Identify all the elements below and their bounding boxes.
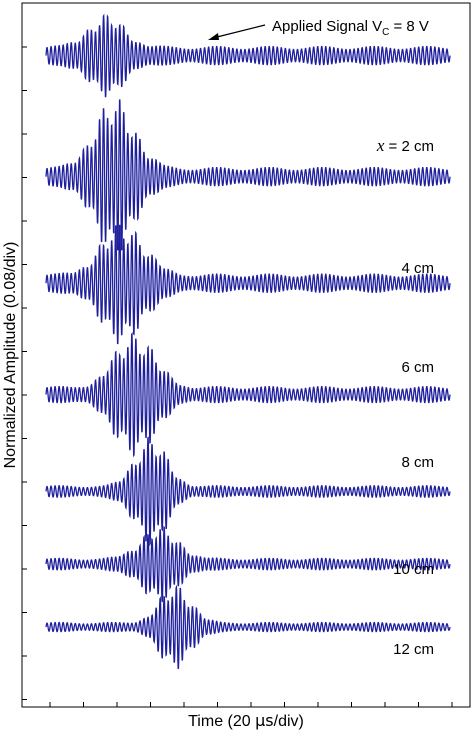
waveform-series — [45, 436, 451, 547]
series-label: 4 cm — [401, 260, 434, 277]
annotation-text: Applied Signal VC = 8 V — [272, 18, 429, 38]
series-label: 12 cm — [393, 641, 434, 658]
waveform-traces — [45, 13, 451, 670]
y-axis-title: Normalized Amplitude (0.08/div) — [2, 242, 19, 469]
series-label: 6 cm — [401, 359, 434, 376]
series-label: x = 2 cm — [376, 136, 434, 155]
series-label: 10 cm — [393, 561, 434, 578]
applied-signal-annotation: Applied Signal VC = 8 V — [208, 18, 429, 40]
waveform-series — [45, 224, 451, 345]
x-axis-title: Time (20 μs/div) — [188, 711, 304, 730]
waveform-series — [45, 99, 451, 251]
waveform-series — [45, 525, 451, 603]
trace-labels: x = 2 cm 4 cm 6 cm 8 cm 10 cm 12 cm — [376, 136, 434, 658]
annotation-arrowhead — [208, 33, 219, 40]
series-label: 8 cm — [401, 454, 434, 471]
annotation-arrow-line — [212, 24, 266, 39]
plot-frame — [21, 2, 471, 708]
axis-ticks — [22, 46, 453, 707]
waveform-series — [45, 13, 451, 98]
waveform-series — [45, 331, 451, 458]
waveform-series — [45, 584, 451, 670]
